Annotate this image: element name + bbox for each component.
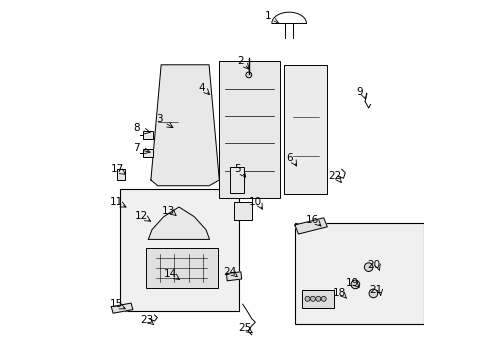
Bar [284, 65, 326, 194]
Bar [142, 131, 153, 139]
Bar [219, 61, 280, 198]
Text: 7: 7 [133, 143, 140, 153]
Bar [120, 189, 239, 311]
Bar [117, 169, 124, 180]
Text: 19: 19 [345, 278, 358, 288]
Bar [294, 223, 424, 324]
Bar [302, 290, 334, 308]
Polygon shape [294, 218, 326, 234]
Text: 16: 16 [305, 215, 319, 225]
Circle shape [310, 296, 315, 301]
Circle shape [350, 280, 359, 289]
Circle shape [245, 72, 251, 78]
Text: 11: 11 [110, 197, 123, 207]
Text: 17: 17 [111, 164, 124, 174]
Text: 6: 6 [285, 153, 292, 163]
Bar [230, 167, 244, 193]
Text: 15: 15 [110, 299, 123, 309]
Text: 24: 24 [223, 267, 236, 277]
Text: 12: 12 [135, 211, 148, 221]
Text: 13: 13 [162, 206, 175, 216]
Text: 8: 8 [133, 123, 140, 133]
Circle shape [315, 296, 320, 301]
Polygon shape [151, 65, 219, 186]
Text: 9: 9 [356, 87, 362, 97]
Circle shape [305, 296, 309, 301]
Text: 10: 10 [248, 197, 262, 207]
Text: 5: 5 [234, 164, 240, 174]
Text: 21: 21 [368, 285, 382, 295]
Circle shape [364, 263, 372, 271]
Text: 18: 18 [333, 288, 346, 298]
Text: 4: 4 [198, 83, 204, 93]
Polygon shape [226, 272, 241, 281]
Text: 1: 1 [264, 11, 271, 21]
Text: 14: 14 [164, 269, 177, 279]
Polygon shape [111, 303, 133, 313]
Polygon shape [148, 207, 209, 239]
Bar [142, 149, 153, 157]
Text: 3: 3 [156, 114, 163, 124]
Text: 20: 20 [367, 260, 380, 270]
Circle shape [368, 289, 377, 298]
Text: 25: 25 [237, 323, 251, 333]
Text: 23: 23 [141, 315, 154, 325]
Bar [233, 202, 251, 220]
Text: 2: 2 [237, 56, 244, 66]
Circle shape [321, 296, 325, 301]
Bar [145, 248, 217, 288]
Text: 22: 22 [327, 171, 341, 181]
